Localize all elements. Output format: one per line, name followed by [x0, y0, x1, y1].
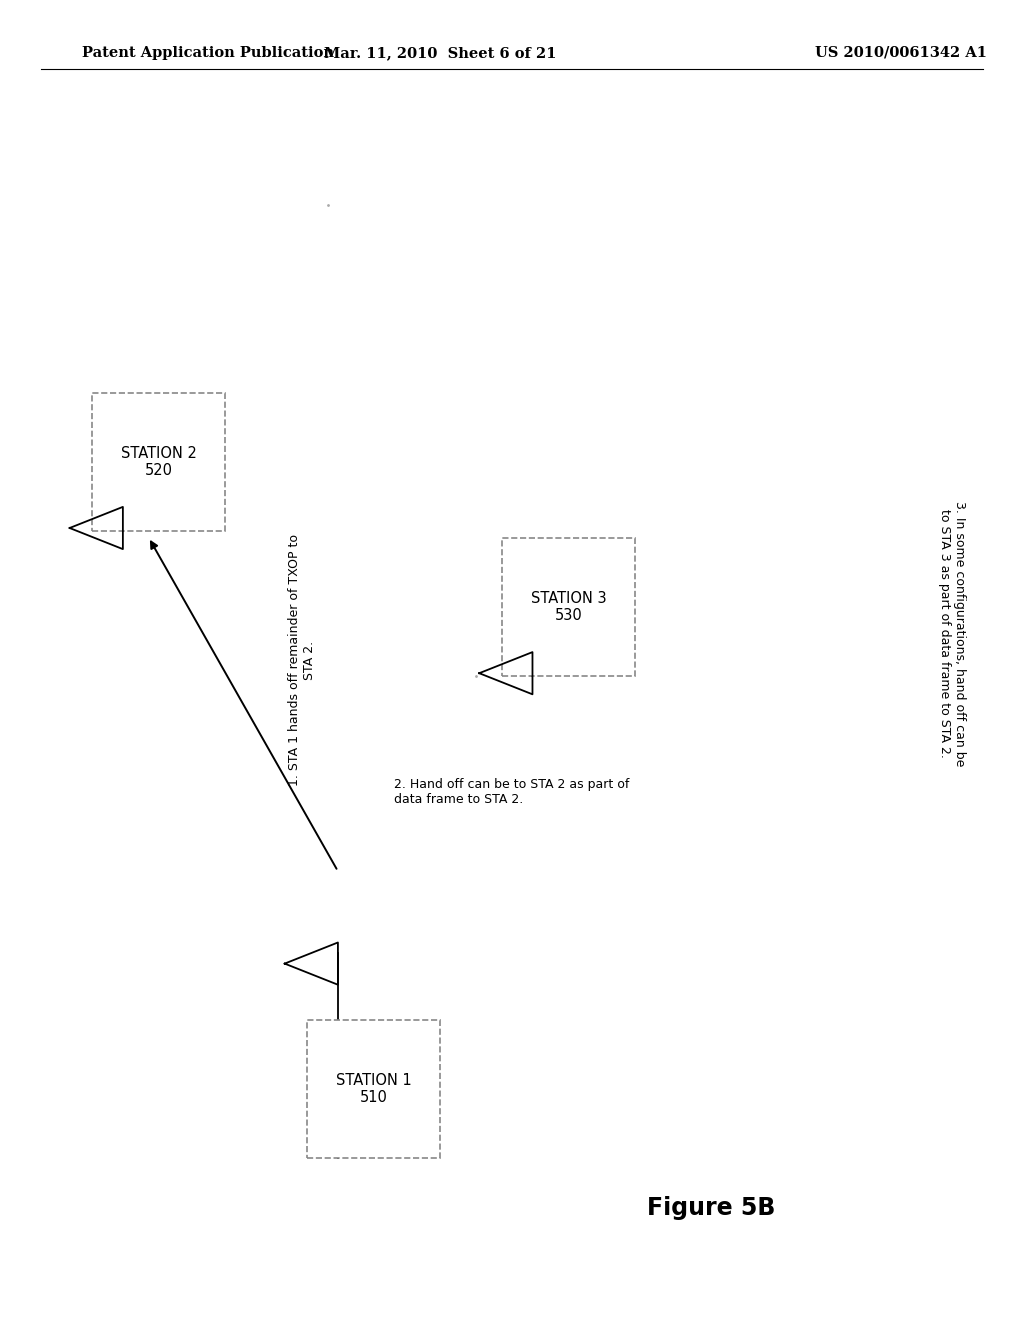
Text: Mar. 11, 2010  Sheet 6 of 21: Mar. 11, 2010 Sheet 6 of 21 [324, 46, 557, 59]
Text: 2. Hand off can be to STA 2 as part of
data frame to STA 2.: 2. Hand off can be to STA 2 as part of d… [394, 777, 630, 807]
Text: STATION 3
530: STATION 3 530 [530, 591, 606, 623]
Text: Patent Application Publication: Patent Application Publication [82, 46, 334, 59]
Bar [307, 1020, 440, 1159]
Text: STATION 1
510: STATION 1 510 [336, 1073, 412, 1105]
Text: US 2010/0061342 A1: US 2010/0061342 A1 [815, 46, 987, 59]
Text: Figure 5B: Figure 5B [647, 1196, 776, 1220]
Text: 3. In some configurations, hand off can be
to STA 3 as part of data frame to STA: 3. In some configurations, hand off can … [938, 500, 967, 767]
Bar [92, 393, 225, 531]
Bar [502, 537, 635, 676]
Text: STATION 2
520: STATION 2 520 [121, 446, 197, 478]
Text: 1. STA 1 hands off remainder of TXOP to
STA 2.: 1. STA 1 hands off remainder of TXOP to … [288, 535, 316, 785]
